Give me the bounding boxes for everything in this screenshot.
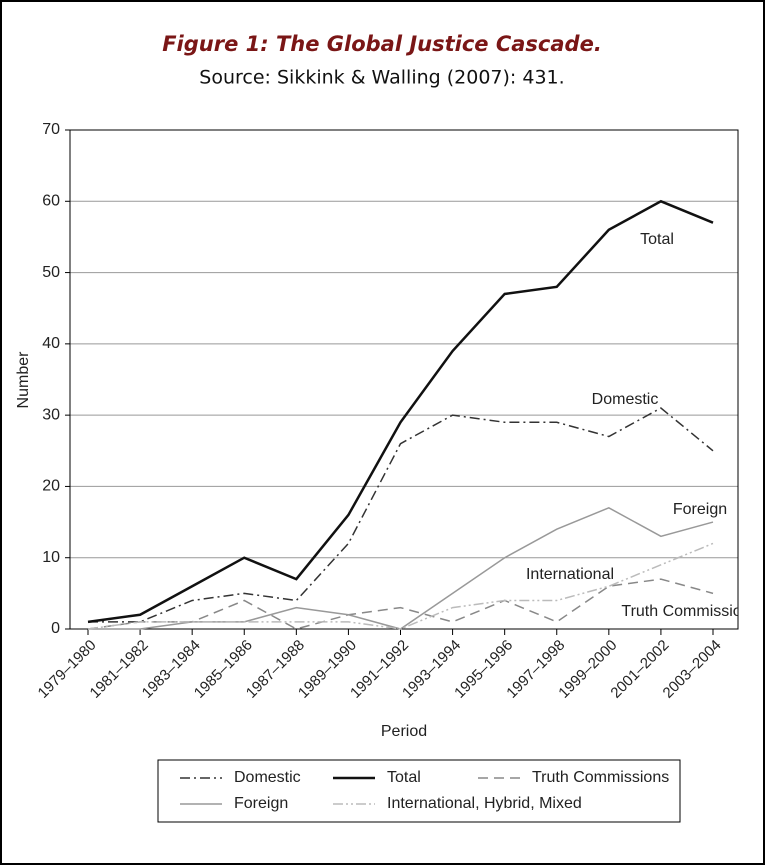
y-tick-label: 40 (42, 335, 60, 352)
series-line (87, 199, 714, 624)
chart-subtitle: Source: Sikkink & Walling (2007): 431. (199, 67, 564, 89)
series-line (88, 407, 714, 623)
y-tick-label: 20 (42, 478, 60, 495)
y-axis-label: Number (15, 351, 32, 409)
annotation: Truth Commissions (621, 603, 758, 620)
annotation: Domestic (592, 391, 659, 408)
legend-label: Total (387, 769, 421, 786)
legend-label: Truth Commissions (532, 769, 669, 786)
legend-box (157, 759, 681, 823)
annotation: International (526, 566, 614, 583)
plot-frame (69, 129, 739, 630)
legend-label: International, Hybrid, Mixed (387, 795, 582, 812)
series-line (87, 542, 714, 630)
legend-label: Domestic (234, 769, 301, 786)
chart-title: Figure 1: The Global Justice Cascade. (162, 32, 602, 56)
annotation: Total (640, 231, 674, 248)
y-tick-label: 50 (42, 264, 60, 281)
y-tick-label: 0 (51, 620, 60, 637)
y-tick-label: 60 (42, 193, 60, 210)
annotation: Foreign (673, 501, 727, 518)
legend-label: Foreign (234, 795, 288, 812)
y-tick-label: 30 (42, 406, 60, 423)
y-tick-label: 10 (42, 549, 60, 566)
x-axis-label: Period (381, 723, 427, 740)
y-tick-label: 70 (42, 121, 60, 138)
